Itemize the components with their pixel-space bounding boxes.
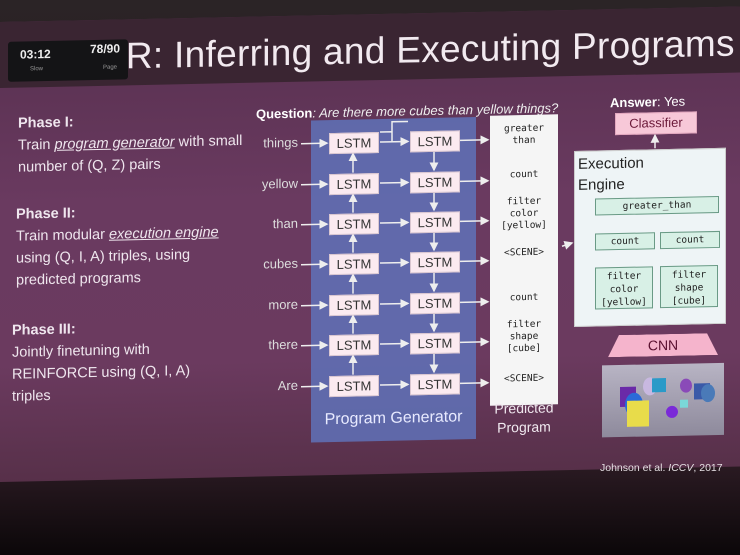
ee-filter-color-node: filter color [yellow] (595, 266, 653, 310)
ee-filter-shape-node: filter shape [cube] (660, 264, 718, 309)
lstm-cell-decoder-4: LSTM (410, 292, 460, 315)
input-word-4: more (268, 296, 298, 313)
lstm-cell-encoder-4: LSTM (329, 294, 379, 317)
input-word-2: than (272, 215, 298, 232)
input-word-0: things (263, 134, 298, 151)
program-token-1: count (509, 168, 539, 181)
program-token-5: filter shape [cube] (506, 318, 542, 355)
ee-count-node-left: count (595, 232, 655, 251)
ee-count-node-right: count (660, 230, 720, 250)
clevr-objects-illustration (620, 377, 715, 427)
lstm-cell-encoder-0: LSTM (329, 132, 379, 155)
program-token-3: <SCENE> (503, 246, 545, 259)
lstm-cell-encoder-6: LSTM (329, 375, 379, 398)
execution-engine-title: Execution Engine (578, 154, 644, 194)
presentation-slide: CLEVR: Inferring and Executing Programs … (0, 6, 740, 483)
lstm-cell-decoder-3: LSTM (410, 251, 460, 274)
program-token-2: filter color [yellow] (501, 195, 547, 232)
program-token-0: greater than (503, 122, 545, 147)
lstm-cell-encoder-1: LSTM (329, 173, 379, 196)
clevr-scene-image (602, 362, 724, 438)
input-word-6: Are (277, 377, 298, 394)
lstm-cell-decoder-6: LSTM (410, 373, 460, 396)
program-token-6: <SCENE> (503, 372, 545, 385)
citation: Johnson et al. ICCV, 2017 (600, 462, 723, 474)
program-token-4: count (509, 291, 539, 304)
lstm-cell-encoder-3: LSTM (329, 253, 379, 276)
classifier-box: Classifier (615, 111, 697, 136)
diagram-arrows (301, 120, 660, 391)
lstm-cell-encoder-5: LSTM (329, 334, 379, 357)
ee-greater-than-node: greater_than (595, 195, 719, 216)
lstm-cell-decoder-5: LSTM (410, 332, 460, 355)
lstm-cell-encoder-2: LSTM (329, 213, 379, 236)
cnn-block: CNN (608, 333, 718, 357)
input-word-1: yellow (261, 175, 298, 192)
lstm-cell-decoder-0: LSTM (410, 130, 460, 153)
lstm-cell-decoder-1: LSTM (410, 171, 460, 194)
input-word-5: there (268, 336, 298, 353)
input-word-3: cubes (263, 255, 298, 272)
lstm-cell-decoder-2: LSTM (410, 211, 460, 234)
